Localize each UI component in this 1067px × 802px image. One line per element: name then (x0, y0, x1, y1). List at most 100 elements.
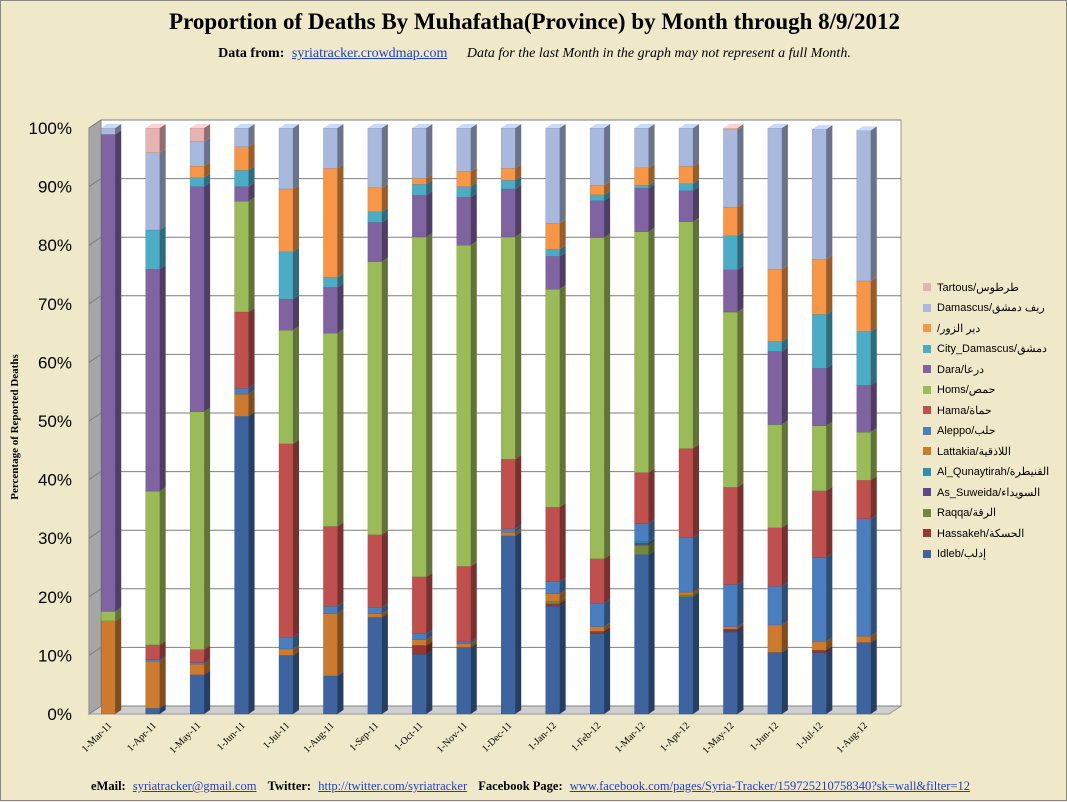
legend-label: Hama/حماة (937, 404, 992, 417)
bar-segment (278, 637, 294, 650)
x-tick-label: 1-Nov-11 (435, 720, 470, 755)
bar-segment (589, 185, 605, 195)
bar-segment-side (604, 190, 611, 201)
bar-segment (456, 647, 471, 715)
bar-segment (767, 652, 783, 715)
bar-segment (367, 222, 383, 262)
bar-segment (545, 603, 560, 607)
legend-label: /دير الزور (937, 322, 981, 335)
bar-segment-side (248, 390, 255, 417)
bar-segment-side (826, 553, 833, 642)
email-link[interactable]: syriatracker@gmail.com (132, 779, 257, 793)
bar-segment (145, 127, 160, 153)
bar-segment (634, 167, 649, 186)
bar-segment-side (159, 487, 166, 645)
legend-swatch (923, 529, 931, 537)
bar-segment (278, 298, 294, 331)
bar-segment (101, 620, 116, 715)
bar-segment (234, 170, 249, 187)
x-tick-label: 1-Jun-11 (215, 720, 248, 753)
y-tick-label: 10% (38, 646, 72, 665)
bar-segment (589, 127, 605, 186)
bar-segment (634, 545, 649, 555)
x-tick-label: 1-Apr-12 (658, 720, 692, 754)
bar-segment-side (648, 537, 655, 543)
bar-segment-side (604, 233, 611, 559)
bar-segment-side (426, 572, 433, 634)
bar-segment (145, 707, 160, 715)
bar-segment (145, 491, 160, 646)
bar-segment (589, 633, 605, 715)
bar-segment (767, 624, 783, 653)
bar-segment-side (559, 599, 566, 607)
legend-swatch (923, 365, 931, 373)
bar-segment (145, 152, 160, 231)
bar-segment (189, 165, 205, 178)
y-tick-label: 40% (38, 471, 72, 490)
bar-segment-side (693, 533, 699, 593)
gridline-depth (88, 471, 102, 481)
legend-item: As_Suweida/السويداء (923, 484, 1040, 500)
bar-segment (412, 639, 427, 646)
bar-segment-side (826, 486, 833, 558)
x-tick-label: 1-Jul-12 (794, 720, 825, 751)
bar-segment (234, 186, 249, 202)
bar-segment-side (737, 231, 744, 270)
bar-segment-side (737, 203, 744, 236)
y-tick-label: 90% (38, 178, 72, 197)
bar-segment-side (470, 182, 477, 198)
bar-segment-side (515, 531, 522, 714)
bar-segment-side (737, 622, 744, 630)
bar-segment (101, 134, 116, 612)
bar-segment-side (426, 191, 433, 237)
bar-segment-side (515, 176, 522, 189)
bar-segment-side (204, 407, 211, 650)
data-source-link[interactable]: syriatracker.crowdmap.com (291, 46, 448, 61)
bar-segment (767, 424, 783, 528)
twitter-link[interactable]: http://twitter.com/syriatracker (318, 779, 468, 793)
bar-segment (501, 188, 516, 238)
bar-segment-side (204, 182, 211, 412)
bar-segment-side (337, 671, 344, 714)
bar-segment-side (826, 421, 833, 491)
bar-segment-side (781, 620, 788, 653)
bar-segment (545, 601, 560, 604)
bar-segment-side (470, 167, 477, 187)
bar-segment (634, 188, 649, 232)
bar-segment-side (604, 622, 611, 632)
bar-segment (856, 518, 871, 637)
bar-segment-side (870, 126, 877, 281)
facebook-link[interactable]: www.facebook.com/pages/Syria-Tracker/159… (569, 779, 970, 793)
bar-segment (678, 127, 694, 167)
bar-segment-side (781, 523, 788, 587)
bar-segment (723, 628, 738, 631)
bar-segment-side (337, 283, 344, 334)
bar-segment-side (293, 439, 299, 638)
bar-segment-side (826, 310, 833, 369)
legend-swatch (923, 324, 931, 332)
bar-segment (545, 223, 560, 250)
bar-segment-side (693, 591, 699, 597)
bar-segment (412, 576, 427, 634)
legend-swatch (923, 508, 931, 517)
y-tick-label: 30% (38, 529, 72, 548)
bar-segment (456, 186, 471, 198)
bar-segment-side (693, 444, 699, 538)
bar-segment-side (248, 384, 255, 395)
x-tick-label: 1-Dec-11 (480, 720, 514, 754)
legend-item: Damascus/ريف دمشق (923, 300, 1045, 316)
bar-segment (767, 127, 783, 270)
bar-segment (234, 201, 249, 313)
bar-segment-side (470, 124, 477, 172)
bar-segment-side (381, 218, 388, 262)
bar-segment-side (648, 163, 655, 186)
bar-segment-top (723, 124, 744, 128)
bar-segment (189, 141, 205, 167)
x-tick-label: 1-Mar-12 (613, 720, 648, 755)
legend-label: Damascus/ريف دمشق (937, 302, 1045, 314)
y-tick-label: 50% (38, 412, 72, 431)
bar-segment-side (159, 704, 166, 714)
bar-segment (678, 537, 694, 593)
bar-segment (589, 631, 605, 634)
